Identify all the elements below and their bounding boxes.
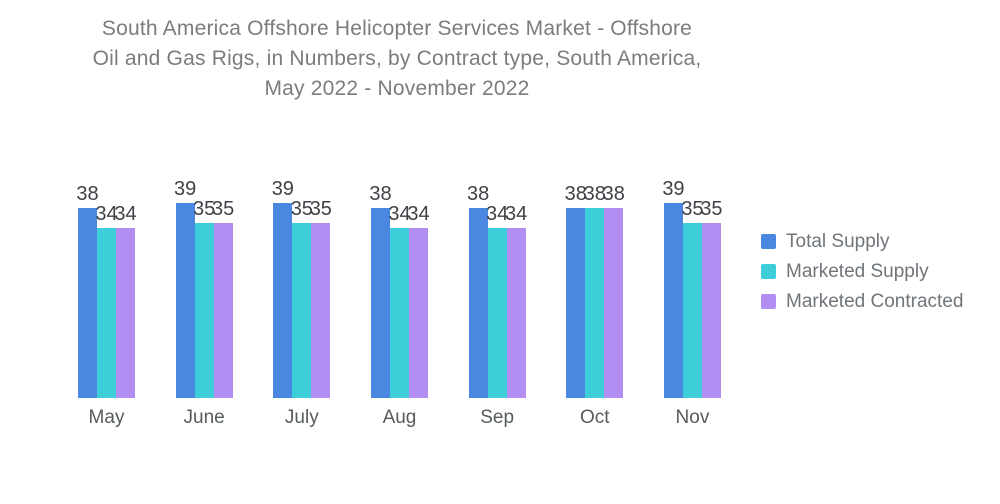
bar-value-label: 34 <box>388 203 411 225</box>
bar-total-supply: 38 <box>76 184 99 398</box>
bar-marketed-contracted: 34 <box>114 204 137 398</box>
legend: Total Supply Marketed Supply Marketed Cont… <box>761 231 963 321</box>
bar-value-label: 35 <box>212 198 235 220</box>
legend-swatch-icon <box>761 294 776 309</box>
legend-label: Marketed Supply <box>786 260 929 282</box>
x-axis-label-july: July <box>284 407 319 428</box>
bar-value-label: 35 <box>700 198 723 220</box>
bar-marketed-supply: 34 <box>388 204 411 398</box>
bar-value-label: 38 <box>467 183 490 205</box>
legend-label: Total Supply <box>786 230 890 252</box>
bar-total-supply: 38 <box>565 184 587 398</box>
bar-marketed-supply: 34 <box>95 204 118 398</box>
bar-value-label: 35 <box>193 198 216 220</box>
bar-total-supply: 39 <box>662 179 685 398</box>
chart-title-line-1: South America Offshore Helicopter Servic… <box>101 17 693 40</box>
bar-marketed-contracted: 38 <box>603 184 625 398</box>
bar-value-label: 39 <box>662 178 685 200</box>
bar-marketed-contracted: 35 <box>310 199 332 398</box>
bar-value-label: 39 <box>174 178 197 200</box>
x-axis-label-aug: Aug <box>382 407 417 428</box>
chart-title-line-3: May 2022 - November 2022 <box>264 77 530 100</box>
bar-value-label: 35 <box>681 198 704 220</box>
bar-value-label: 38 <box>369 183 392 205</box>
x-axis-label-june: June <box>183 407 225 428</box>
bar-value-label: 38 <box>564 183 587 205</box>
bar-marketed-supply: 35 <box>681 199 704 398</box>
bar-value-label: 35 <box>290 198 313 220</box>
bar-total-supply: 38 <box>467 184 489 398</box>
bar-value-label: 38 <box>602 183 625 205</box>
legend-swatch-icon <box>761 234 776 249</box>
bar-marketed-supply: 35 <box>291 199 313 398</box>
bar-total-supply: 39 <box>174 179 196 398</box>
bar-group-june: 39 35 35 <box>174 179 234 398</box>
bar-group-nov: 39 35 35 <box>662 179 723 398</box>
bar-value-label: 34 <box>95 203 118 225</box>
bar-marketed-contracted: 35 <box>212 199 234 398</box>
x-axis-label-oct: Oct <box>580 407 610 428</box>
bar-marketed-supply: 35 <box>193 199 215 398</box>
bar-marketed-contracted: 35 <box>700 199 723 398</box>
x-axis-label-sep: Sep <box>480 407 515 428</box>
legend-item-marketed-contracted: Marketed Contracted <box>761 291 963 312</box>
plot-area: 38 34 34 39 35 35 39 35 35 38 34 34 38 34 34 38 38 38 39 35… <box>76 173 723 398</box>
bar-group-july: 39 35 35 <box>272 179 332 398</box>
legend-label: Marketed Contracted <box>786 290 964 312</box>
bar-value-label: 34 <box>486 203 509 225</box>
bar-group-may: 38 34 34 <box>76 184 137 398</box>
bar-marketed-contracted: 34 <box>505 204 527 398</box>
x-axis-labels: May June July Aug Sep Oct Nov <box>78 407 721 429</box>
x-axis-label-may: May <box>88 407 125 428</box>
bar-value-label: 35 <box>309 198 332 220</box>
chart-title-line-2: Oil and Gas Rigs, in Numbers, by Contrac… <box>92 47 702 70</box>
legend-swatch-icon <box>761 264 776 279</box>
bar-value-label: 34 <box>114 203 137 225</box>
bar-value-label: 38 <box>76 183 99 205</box>
legend-item-total-supply: Total Supply <box>761 231 963 252</box>
bar-value-label: 38 <box>583 183 606 205</box>
bar-group-oct: 38 38 38 <box>565 184 625 398</box>
x-axis-label-nov: Nov <box>675 407 710 428</box>
bar-total-supply: 39 <box>272 179 294 398</box>
chart-title: South America Offshore Helicopter Servic… <box>0 14 794 104</box>
bar-value-label: 34 <box>505 203 528 225</box>
bar-marketed-supply: 34 <box>486 204 508 398</box>
bar-group-sep: 38 34 34 <box>467 184 527 398</box>
bar-total-supply: 38 <box>369 184 392 398</box>
bar-group-aug: 38 34 34 <box>369 184 430 398</box>
bar-marketed-contracted: 34 <box>407 204 430 398</box>
bar-value-label: 39 <box>271 178 294 200</box>
bar-marketed-supply: 38 <box>584 184 606 398</box>
bar-value-label: 34 <box>407 203 430 225</box>
legend-item-marketed-supply: Marketed Supply <box>761 261 963 282</box>
